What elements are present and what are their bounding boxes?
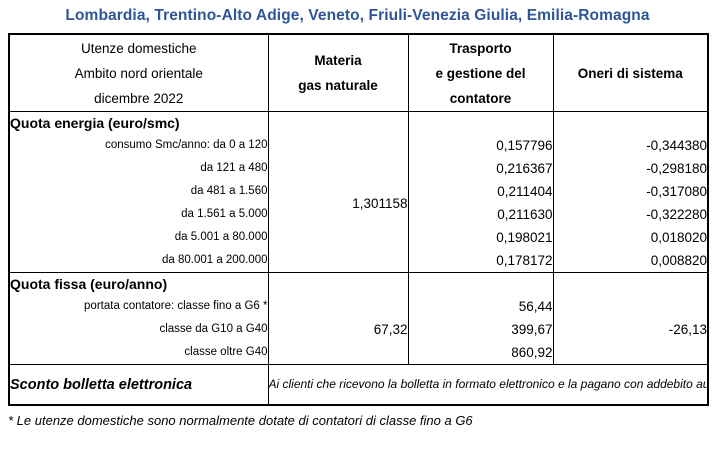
trasporto-value: 399,67 [407,318,554,341]
oneri-value: -0,322280 [552,203,709,226]
row-label: classe oltre G40 [8,341,269,365]
page-title: Lombardia, Trentino-Alto Adige, Veneto, … [65,7,650,24]
oneri-value: -0,344380 [552,134,709,157]
materia-value-energia: 1,301158 [267,134,409,273]
table-row: da 5.001 a 80.000 0,198021 0,018020 [8,226,709,249]
trasporto-value: 56,44 [407,295,554,318]
empty-cell [407,272,554,295]
row-label: portata contatore: classe fino a G6 * [8,295,269,318]
header-materia-line2: gas naturale [298,78,378,93]
empty-cell [267,111,409,134]
row-label: da 5.001 a 80.000 [8,226,269,249]
row-label: da 1.561 a 5.000 [8,203,269,226]
table-row: da 481 a 1.560 0,211404 -0,317080 [8,180,709,203]
oneri-value: -0,298180 [552,157,709,180]
header-trasporto: Trasporto e gestione del contatore [407,34,554,112]
trasporto-value: 0,211404 [407,180,554,203]
trasporto-value: 0,216367 [407,157,554,180]
empty-cell [407,111,554,134]
row-label: consumo Smc/anno: da 0 a 120 [8,134,269,157]
row-label: da 481 a 1.560 [8,180,269,203]
header-trasporto-line3: contatore [449,90,512,106]
header-utenze-line3: dicembre 2022 [94,90,184,106]
empty-cell [267,272,409,295]
trasporto-value: 0,157796 [407,134,554,157]
sconto-row: Sconto bolletta elettronica Ai clienti c… [8,364,709,405]
row-label: da 121 a 480 [8,157,269,180]
table-row: da 1.561 a 5.000 0,211630 -0,322280 [8,203,709,226]
row-label: classe da G10 a G40 [8,318,269,341]
table-row: portata contatore: classe fino a G6 * 67… [8,295,709,365]
table-row: da 121 a 480 0,216367 -0,298180 [8,157,709,180]
oneri-value: 0,018020 [552,226,709,249]
trasporto-value: 0,198021 [407,226,554,249]
oneri-value-fissa: -26,13 [552,295,709,365]
table-row: classe da G10 a G40 399,67 [8,318,708,341]
table-header-row: Utenze domestiche Ambito nord orientale … [8,34,709,112]
trasporto-value: 0,178172 [407,249,554,273]
header-utenze-line1: Utenze domestiche [80,40,197,56]
footnote: * Le utenze domestiche sono normalmente … [8,413,473,428]
section-row-quota-energia: Quota energia (euro/smc) [8,111,709,134]
header-oneri: Oneri di sistema [552,34,709,112]
materia-value-fissa: 67,32 [267,295,409,365]
header-materia-line1: Materia [314,53,362,68]
empty-cell [552,111,709,134]
tariff-table: Utenze domestiche Ambito nord orientale … [8,33,709,406]
header-materia: Materia gas naturale [267,34,409,112]
empty-cell [552,272,709,295]
header-utenze-line2: Ambito nord orientale [74,65,203,81]
table-row: da 80.001 a 200.000 0,178172 0,008820 [8,249,709,273]
oneri-value: -0,317080 [552,180,709,203]
section-quota-energia-label: Quota energia (euro/smc) [8,111,269,134]
table-row: consumo Smc/anno: da 0 a 120 1,301158 0,… [8,134,709,273]
sconto-description: Ai clienti che ricevono la bolletta in f… [267,364,709,405]
table-row: classe oltre G40 860,92 [8,341,708,365]
trasporto-value: 860,92 [407,341,554,365]
header-utenze: Utenze domestiche Ambito nord orientale … [8,34,269,112]
sconto-label: Sconto bolletta elettronica [8,364,269,405]
header-trasporto-line2: e gestione del [435,65,526,81]
row-label: da 80.001 a 200.000 [8,249,269,273]
header-trasporto-line1: Trasporto [449,40,512,56]
section-quota-fissa-label: Quota fissa (euro/anno) [8,272,269,295]
oneri-value: 0,008820 [552,249,709,273]
section-row-quota-fissa: Quota fissa (euro/anno) [8,272,709,295]
header-oneri-label: Oneri di sistema [577,65,683,81]
trasporto-value: 0,211630 [407,203,554,226]
